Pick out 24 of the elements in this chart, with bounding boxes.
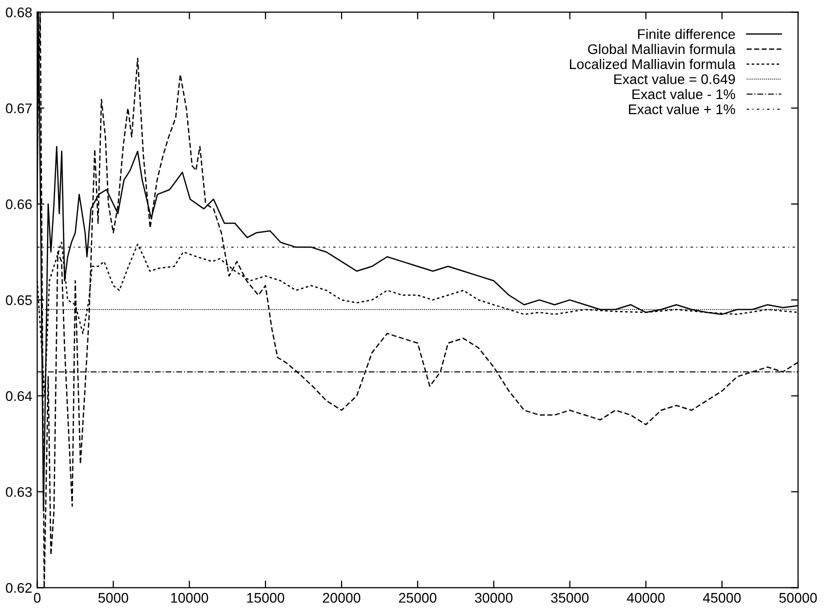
- y-tick-label: 0.64: [6, 391, 32, 402]
- legend-label: Exact value + 1%: [628, 104, 736, 114]
- x-tick-label: 30000: [474, 592, 512, 603]
- x-tick-label: 25000: [399, 592, 436, 603]
- legend-label: Finite difference: [638, 28, 735, 40]
- y-tick-label: 0.63: [6, 487, 32, 497]
- y-tick-label: 0.68: [6, 8, 32, 18]
- x-tick-label: 10000: [171, 592, 208, 603]
- y-tick-label: 0.67: [6, 103, 32, 114]
- legend-label: Exact value = 0.649: [614, 74, 735, 84]
- x-tick-label: 50000: [779, 592, 817, 603]
- legend-label: Localized Malliavin formula: [570, 58, 736, 70]
- x-tick-label: 45000: [702, 592, 741, 603]
- x-tick-label: 15000: [247, 592, 284, 603]
- x-tick-label: 35000: [551, 592, 589, 603]
- x-tick-label: 20000: [322, 592, 360, 603]
- legend-label: Exact value - 1%: [632, 88, 736, 100]
- y-tick-label: 0.62: [6, 583, 32, 593]
- legend-label: Global Malliavin formula: [588, 44, 736, 54]
- x-tick-label: 5000: [98, 592, 128, 603]
- y-tick-label: 0.66: [6, 199, 32, 210]
- y-tick-label: 0.65: [6, 295, 32, 306]
- x-tick-label: 0: [34, 592, 41, 603]
- x-tick-label: 40000: [626, 592, 665, 603]
